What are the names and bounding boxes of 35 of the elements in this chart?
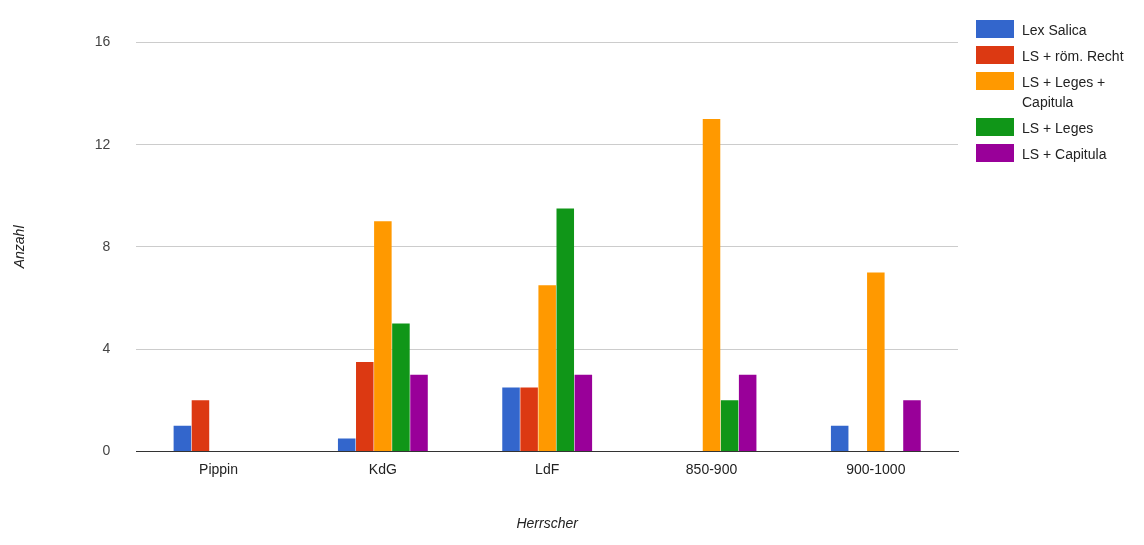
bar [520, 387, 538, 451]
legend-label: LS + Leges [1022, 119, 1095, 138]
x-tick-label: 850-900 [685, 460, 738, 477]
x-tick-label: LdF [535, 460, 560, 477]
bar [538, 285, 556, 451]
legend-label: LS + Leges + Capitula [1022, 73, 1107, 112]
x-axis-title: Herrscher [516, 515, 580, 532]
bar [574, 374, 593, 451]
bar [410, 374, 428, 451]
y-tick-label: 16 [94, 33, 111, 50]
bar [374, 221, 392, 451]
bar [502, 387, 520, 451]
legend-label: LS + röm. Recht [1022, 47, 1125, 66]
bar [903, 400, 921, 451]
bar [738, 374, 757, 451]
y-axis-title: Anzahl [11, 224, 28, 270]
x-tick-label: Pippin [199, 460, 238, 477]
bar [720, 400, 739, 451]
bar [830, 425, 849, 451]
legend-label: LS + Capitula [1022, 145, 1108, 164]
bar [556, 208, 575, 451]
x-tick-label: 900-1000 [846, 460, 906, 477]
y-tick-label: 12 [94, 135, 111, 152]
bar [173, 425, 192, 451]
bar [392, 323, 410, 451]
legend-label: Lex Salica [1022, 21, 1088, 40]
bar [867, 272, 885, 451]
bar [337, 438, 356, 451]
bar [191, 400, 210, 451]
bar [702, 119, 721, 451]
bar [356, 361, 374, 451]
y-tick-label: 0 [102, 442, 111, 459]
y-tick-label: 4 [102, 340, 111, 357]
y-tick-label: 8 [102, 237, 111, 254]
x-tick-label: KdG [368, 460, 397, 477]
